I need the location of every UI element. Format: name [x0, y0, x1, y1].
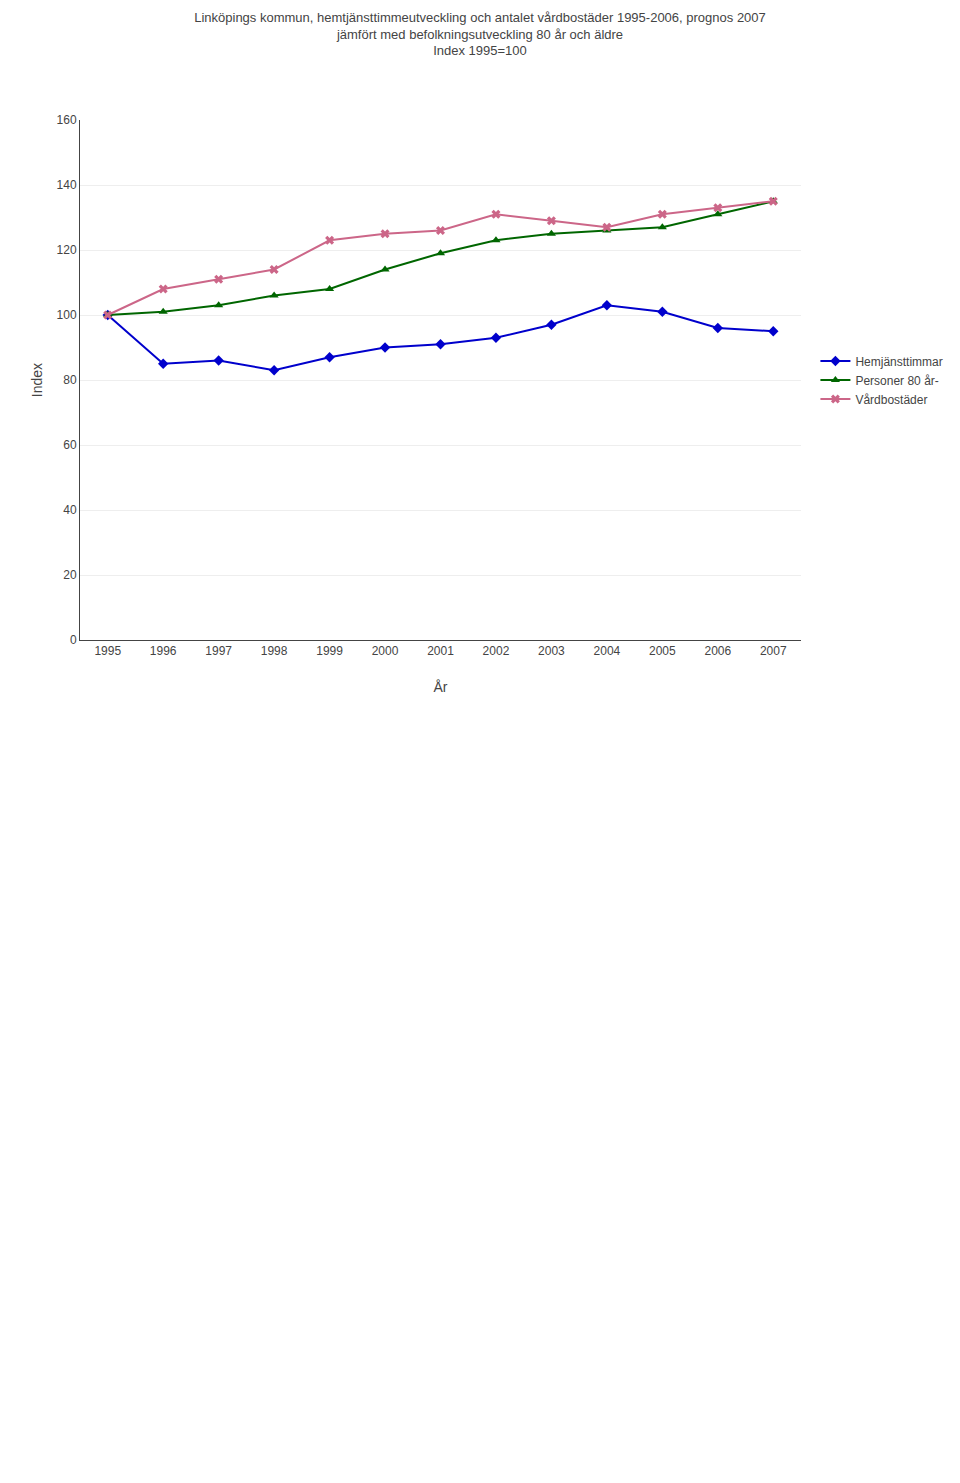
svg-text:40: 40: [63, 503, 77, 517]
svg-text:140: 140: [57, 178, 77, 192]
svg-text:1995: 1995: [94, 644, 121, 658]
svg-text:120: 120: [57, 243, 77, 257]
svg-text:100: 100: [57, 308, 77, 322]
svg-text:60: 60: [63, 438, 77, 452]
svg-text:2004: 2004: [594, 644, 621, 658]
svg-text:Personer 80 år-: Personer 80 år-: [855, 374, 938, 388]
svg-text:80: 80: [63, 373, 77, 387]
svg-text:1998: 1998: [261, 644, 288, 658]
svg-text:2000: 2000: [372, 644, 399, 658]
svg-text:160: 160: [57, 113, 77, 127]
svg-text:2005: 2005: [649, 644, 676, 658]
svg-text:2003: 2003: [538, 644, 565, 658]
svg-text:Vårdbostäder: Vårdbostäder: [855, 393, 927, 407]
svg-text:Index: Index: [29, 363, 45, 397]
svg-text:Linköpings kommun, hemtjänstti: Linköpings kommun, hemtjänsttimmeutveckl…: [194, 10, 766, 59]
svg-text:2006: 2006: [704, 644, 731, 658]
svg-text:0: 0: [70, 633, 77, 647]
svg-text:Hemjänsttimmar: Hemjänsttimmar: [855, 355, 942, 369]
svg-text:1996: 1996: [150, 644, 177, 658]
svg-text:20: 20: [63, 568, 77, 582]
svg-text:1999: 1999: [316, 644, 343, 658]
svg-text:2001: 2001: [427, 644, 454, 658]
svg-text:2007: 2007: [760, 644, 787, 658]
svg-text:2002: 2002: [483, 644, 510, 658]
svg-text:1997: 1997: [205, 644, 232, 658]
svg-text:År: År: [434, 679, 448, 695]
